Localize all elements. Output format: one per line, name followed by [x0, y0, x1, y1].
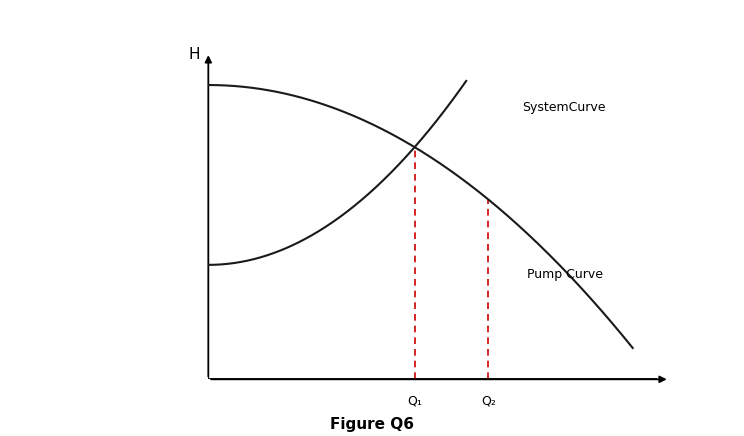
Text: SystemCurve: SystemCurve [522, 102, 606, 114]
Text: Figure Q6: Figure Q6 [330, 417, 414, 432]
Text: Q₂: Q₂ [481, 394, 496, 407]
Text: H: H [189, 47, 200, 62]
Text: Q₁: Q₁ [407, 394, 422, 407]
Text: Pump Curve: Pump Curve [527, 268, 603, 281]
